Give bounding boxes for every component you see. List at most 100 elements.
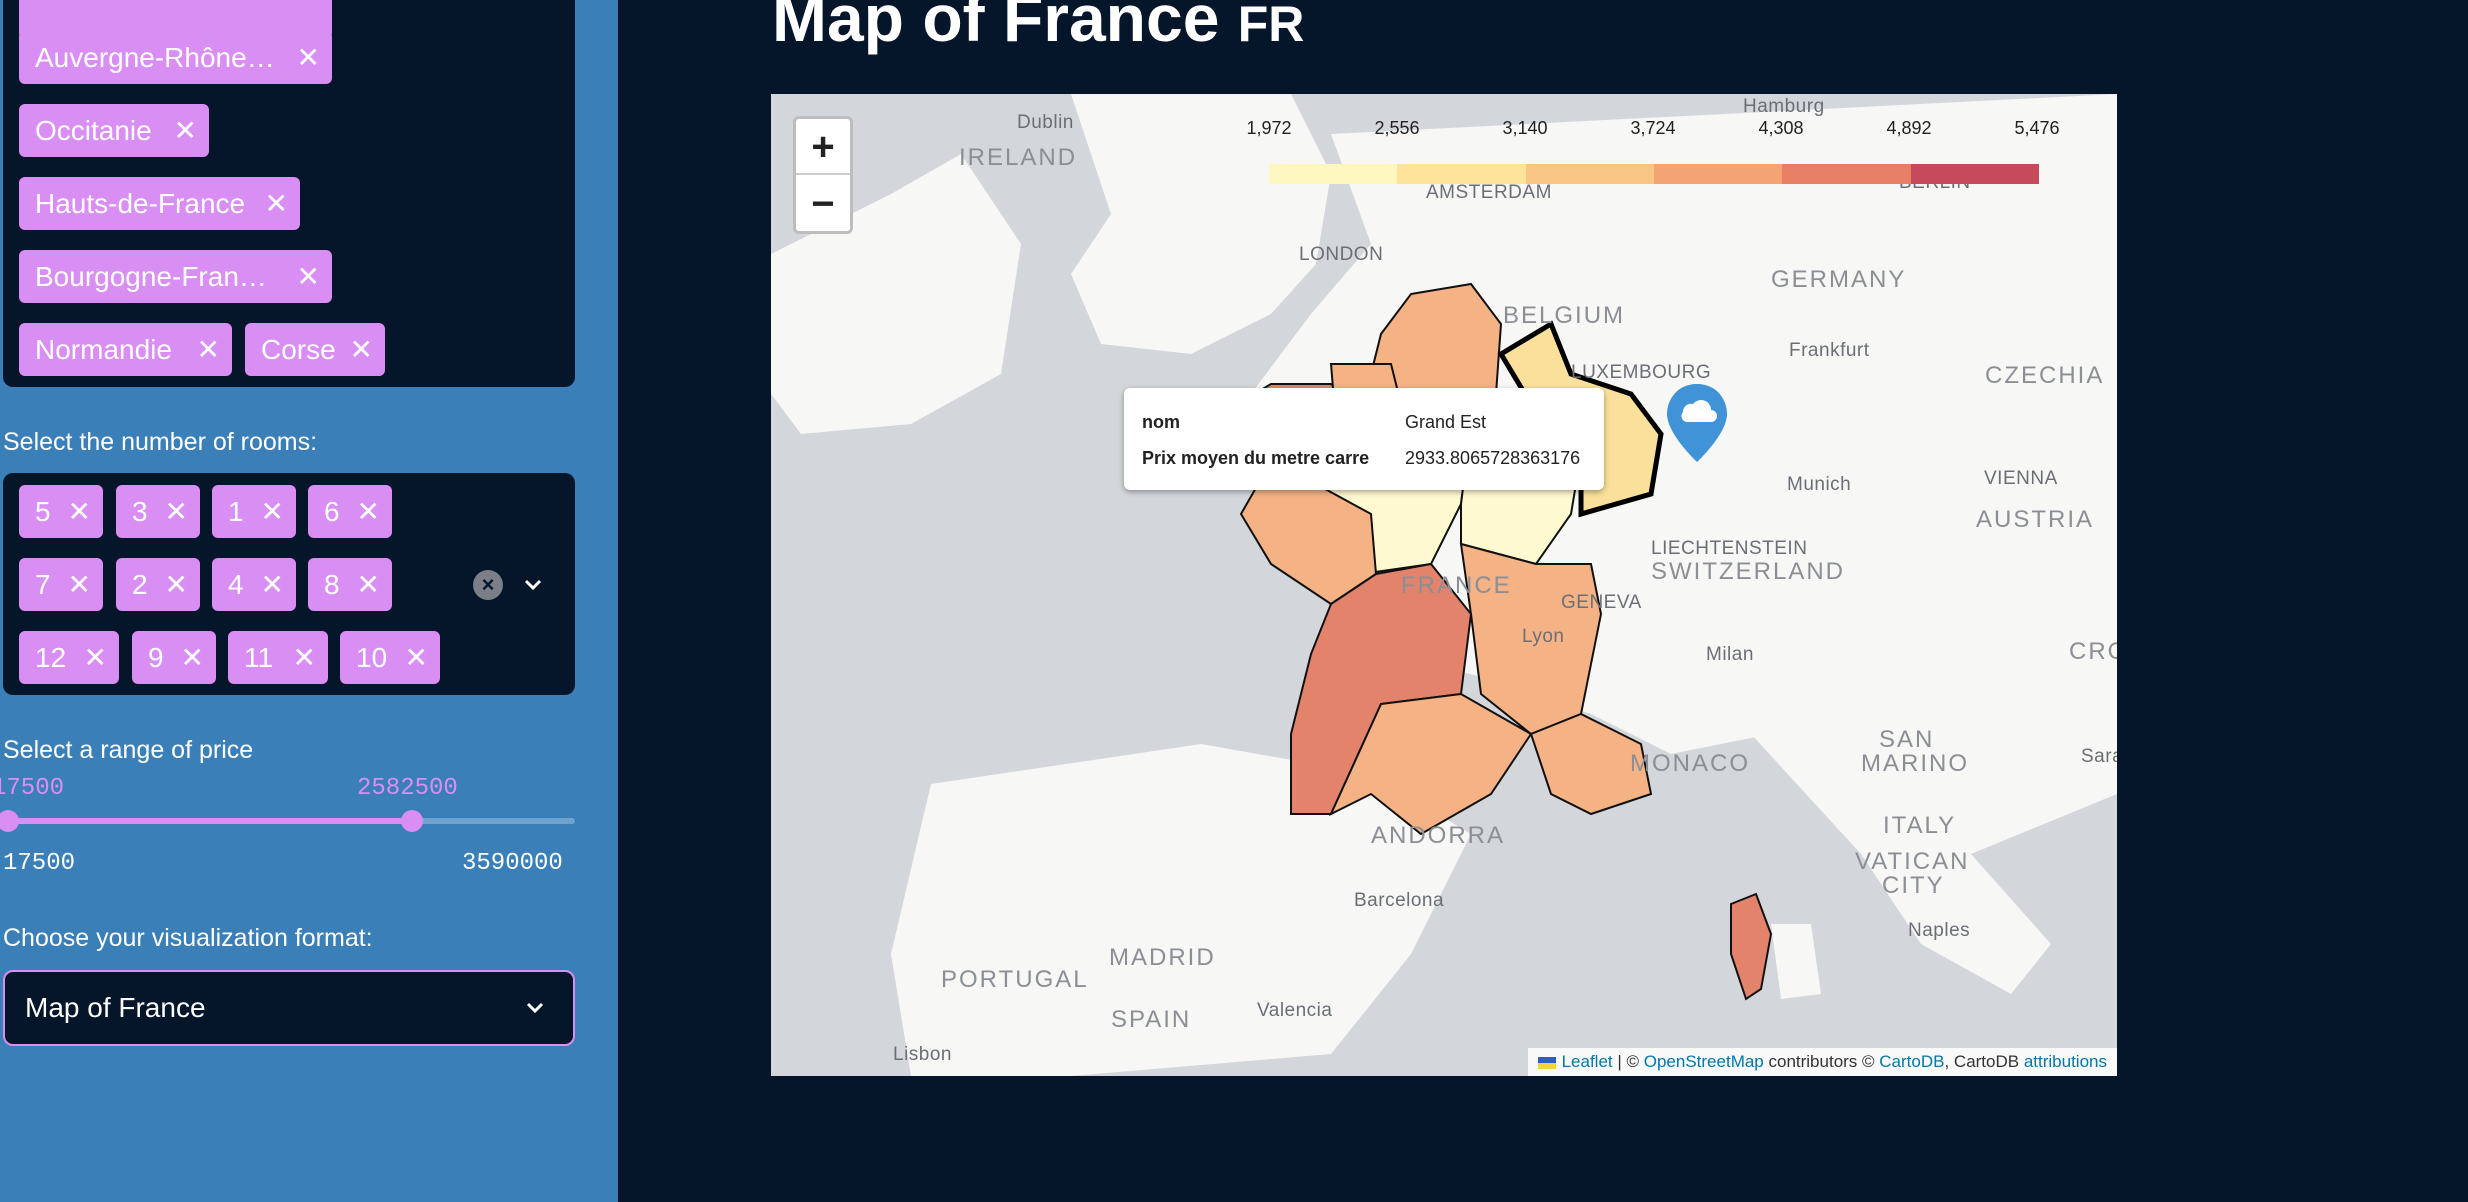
place-label: AUSTRIA bbox=[1976, 506, 2095, 533]
tooltip-key: Prix moyen du metre carre bbox=[1142, 448, 1370, 468]
leaflet-link[interactable]: Leaflet bbox=[1561, 1052, 1613, 1071]
region-chip-auvergne-rhone[interactable]: Auvergne-Rhône… ✕ bbox=[19, 31, 332, 84]
place-label: VIENNA bbox=[1984, 468, 2058, 489]
place-label: GENEVA bbox=[1561, 592, 1642, 613]
italy-shape bbox=[1751, 694, 2051, 994]
remove-icon[interactable]: ✕ bbox=[260, 496, 284, 527]
remove-icon[interactable]: ✕ bbox=[296, 42, 320, 73]
remove-icon[interactable]: ✕ bbox=[404, 642, 428, 673]
place-label: LUXEMBOURG bbox=[1571, 362, 1712, 383]
format-select-value: Map of France bbox=[25, 992, 206, 1023]
place-label: BELGIUM bbox=[1503, 302, 1626, 329]
tooltip-value: 2933.8065728363176 bbox=[1405, 448, 1581, 468]
map-container[interactable]: Dublin IRELAND Hamburg AMSTERDAM BERLIN … bbox=[771, 94, 2117, 1076]
price-min-label: 17500 bbox=[3, 850, 76, 877]
price-max-label: 3590000 bbox=[462, 850, 563, 877]
osm-link[interactable]: OpenStreetMap bbox=[1643, 1052, 1764, 1071]
place-label: FRANCE bbox=[1401, 572, 1512, 599]
remove-icon[interactable]: ✕ bbox=[264, 188, 288, 219]
rooms-label: Select the number of rooms: bbox=[3, 428, 318, 456]
chevron-down-icon[interactable] bbox=[521, 573, 545, 597]
room-chip-11[interactable]: 11 ✕ bbox=[228, 631, 328, 684]
attributions-link[interactable]: attributions bbox=[2023, 1052, 2107, 1071]
room-chip-9[interactable]: 9 ✕ bbox=[132, 631, 216, 684]
place-label: IRELAND bbox=[959, 144, 1078, 171]
cartodb-link[interactable]: CartoDB bbox=[1879, 1052, 1945, 1071]
region-chip-hauts-de-france[interactable]: Hauts-de-France ✕ bbox=[19, 177, 300, 230]
region-chip-normandie[interactable]: Normandie ✕ bbox=[19, 323, 232, 376]
chip-label: 3 bbox=[132, 496, 148, 527]
place-label: SAN bbox=[1879, 726, 1935, 753]
remove-icon[interactable]: ✕ bbox=[67, 569, 91, 600]
region-occitanie bbox=[1328, 692, 1533, 836]
place-label: Hamburg bbox=[1743, 96, 1825, 117]
room-chip-12[interactable]: 12 ✕ bbox=[19, 631, 119, 684]
zoom-in-button[interactable]: + bbox=[796, 119, 850, 175]
legend-tick: 4,892 bbox=[1886, 118, 1932, 138]
chip-label: 10 bbox=[356, 642, 388, 673]
remove-icon[interactable]: ✕ bbox=[67, 496, 91, 527]
legend-swatch-4 bbox=[1782, 164, 1911, 184]
price-slider-high-thumb[interactable] bbox=[401, 810, 424, 832]
room-chip-6[interactable]: 6 ✕ bbox=[308, 485, 392, 538]
remove-icon[interactable]: ✕ bbox=[356, 569, 380, 600]
place-label: MONACO bbox=[1630, 750, 1750, 777]
format-label: Choose your visualization format: bbox=[3, 924, 373, 952]
chip-label: Normandie bbox=[35, 334, 172, 365]
remove-icon[interactable]: ✕ bbox=[260, 569, 284, 600]
remove-icon[interactable]: ✕ bbox=[180, 642, 204, 673]
price-slider-low-thumb[interactable] bbox=[0, 810, 19, 832]
remove-icon[interactable]: ✕ bbox=[356, 496, 380, 527]
region-chip-occitanie[interactable]: Occitanie ✕ bbox=[19, 104, 209, 157]
region-chip-bourgogne[interactable]: Bourgogne-Fran… ✕ bbox=[19, 250, 332, 303]
rooms-multiselect[interactable]: 5 ✕ 3 ✕ 1 ✕ 6 ✕ 7 ✕ 2 ✕ 4 ✕ 8 ✕ 12 ✕ 9 ✕ 11 ✕ 10 ✕ × bbox=[3, 473, 575, 695]
place-label: MADRID bbox=[1109, 944, 1216, 971]
place-label: ANDORRA bbox=[1371, 822, 1506, 849]
zoom-control: + − bbox=[793, 116, 853, 234]
region-paca bbox=[1529, 712, 1653, 816]
map-attribution: Leaflet | © OpenStreetMap contributors ©… bbox=[1527, 1048, 2117, 1076]
room-chip-7[interactable]: 7 ✕ bbox=[19, 558, 103, 611]
great-britain-shape bbox=[1071, 94, 1331, 354]
remove-icon[interactable]: ✕ bbox=[292, 642, 316, 673]
chip-label: 6 bbox=[324, 496, 340, 527]
room-chip-3[interactable]: 3 ✕ bbox=[116, 485, 200, 538]
tooltip-key: nom bbox=[1142, 412, 1180, 432]
place-label: VATICAN bbox=[1855, 848, 1970, 875]
clear-all-icon[interactable]: × bbox=[473, 570, 503, 600]
chip-label: 7 bbox=[35, 569, 51, 600]
place-label: CZECHIA bbox=[1985, 362, 2105, 389]
remove-icon[interactable]: ✕ bbox=[83, 642, 107, 673]
chip-label: 5 bbox=[35, 496, 51, 527]
place-label: CROA bbox=[2069, 638, 2117, 665]
region-chip-corse[interactable]: Corse ✕ bbox=[245, 323, 385, 376]
price-low-value: 17500 bbox=[0, 775, 65, 802]
room-chip-1[interactable]: 1 ✕ bbox=[212, 485, 296, 538]
place-label: GERMANY bbox=[1771, 266, 1907, 293]
place-label: AMSTERDAM bbox=[1426, 182, 1552, 203]
room-chip-8[interactable]: 8 ✕ bbox=[308, 558, 392, 611]
page-title-text: Map of France bbox=[772, 0, 1220, 55]
remove-icon[interactable]: ✕ bbox=[349, 334, 373, 365]
legend-tick: 1,972 bbox=[1246, 118, 1292, 138]
remove-icon[interactable]: ✕ bbox=[164, 569, 188, 600]
format-select[interactable]: Map of France bbox=[3, 970, 575, 1046]
legend-tick: 3,724 bbox=[1630, 118, 1676, 138]
remove-icon[interactable]: ✕ bbox=[173, 115, 197, 146]
zoom-out-button[interactable]: − bbox=[811, 182, 835, 226]
remove-icon[interactable]: ✕ bbox=[164, 496, 188, 527]
room-chip-2[interactable]: 2 ✕ bbox=[116, 558, 200, 611]
flag-icon: FR bbox=[1237, 0, 1305, 52]
room-chip-10[interactable]: 10 ✕ bbox=[340, 631, 440, 684]
chevron-down-icon[interactable] bbox=[523, 996, 547, 1020]
price-slider-track[interactable] bbox=[0, 810, 575, 832]
remove-icon[interactable]: ✕ bbox=[196, 334, 220, 365]
chip-label: 8 bbox=[324, 569, 340, 600]
legend-swatch-5 bbox=[1910, 164, 2039, 184]
room-chip-4[interactable]: 4 ✕ bbox=[212, 558, 296, 611]
chip-label: 4 bbox=[228, 569, 244, 600]
room-chip-5[interactable]: 5 ✕ bbox=[19, 485, 103, 538]
regions-multiselect[interactable]: Auvergne-Rhône… ✕ Occitanie ✕ Hauts-de-F… bbox=[3, 0, 575, 387]
remove-icon[interactable]: ✕ bbox=[296, 261, 320, 292]
